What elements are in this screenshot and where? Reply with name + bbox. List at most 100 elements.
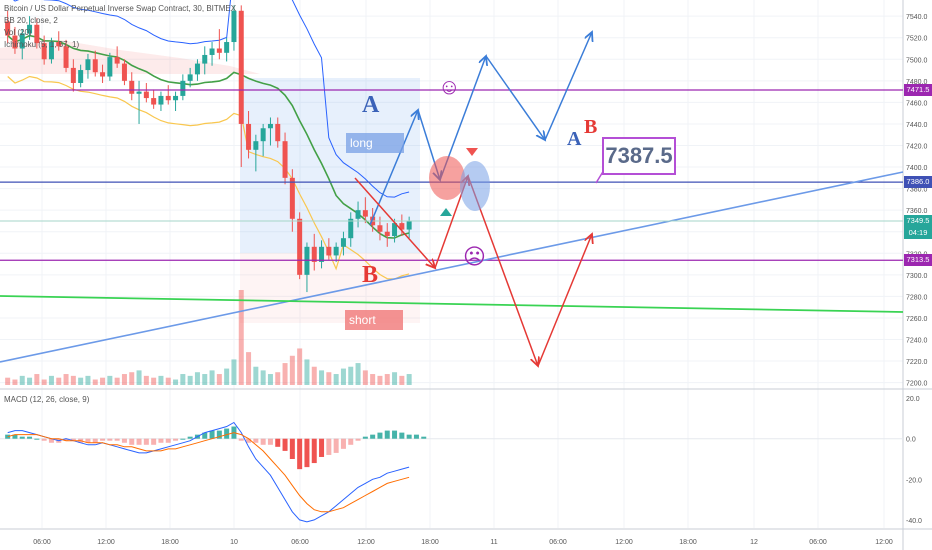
- macd-histogram-bar: [413, 434, 419, 439]
- macd-histogram-bar: [173, 438, 179, 441]
- macd-histogram-bar: [392, 430, 398, 439]
- volume-bar: [151, 377, 157, 385]
- long-label: long: [346, 133, 404, 153]
- macd-tick-label: 20.0: [906, 396, 920, 403]
- volume-bar: [355, 363, 361, 385]
- volume-bar: [282, 363, 288, 385]
- macd-histogram-bar: [121, 438, 127, 443]
- macd-histogram-bar: [158, 438, 164, 443]
- macd-histogram-bar: [319, 438, 325, 457]
- macd-histogram-bar: [107, 438, 113, 441]
- volume-bar: [304, 359, 310, 385]
- volume-bar: [231, 359, 237, 385]
- candle-body: [246, 123, 252, 150]
- volume-bar: [129, 372, 135, 385]
- volume-bar: [158, 375, 164, 385]
- macd-histogram-bar: [114, 438, 120, 441]
- candle-body: [5, 21, 11, 36]
- volume-bar: [370, 374, 376, 385]
- macd-histogram-bar: [216, 430, 222, 439]
- macd-histogram-bar: [377, 432, 383, 439]
- symbol-legend[interactable]: Bitcoin / US Dollar Perpetual Inverse Sw…: [4, 4, 237, 13]
- macd-tick-label: -40.0: [906, 518, 922, 525]
- bb-legend[interactable]: BB 20, close, 2: [4, 16, 58, 25]
- macd-histogram-bar: [209, 430, 215, 439]
- volume-bar: [107, 375, 113, 385]
- macd-histogram-bar: [129, 438, 135, 445]
- candle-body: [216, 48, 222, 53]
- macd-histogram-bar: [34, 438, 40, 440]
- candle-body: [158, 95, 164, 105]
- price-tick-label: 7540.0: [906, 14, 928, 21]
- macd-histogram-bar: [187, 436, 193, 439]
- arrow-red-3: [537, 234, 592, 367]
- macd-histogram-bar: [246, 438, 252, 443]
- macd-histogram-bar: [362, 436, 368, 439]
- volume-bar: [377, 375, 383, 385]
- volume-legend[interactable]: Vol (20): [4, 28, 32, 37]
- arrow-blue-2: [485, 55, 545, 140]
- price-tag: 7349.5: [904, 215, 932, 227]
- candle-body: [114, 57, 120, 64]
- candle-body: [377, 225, 383, 232]
- macd-histogram-bar: [202, 432, 208, 439]
- macd-histogram-bar: [151, 438, 157, 445]
- candle-body: [70, 67, 76, 83]
- macd-histogram-bar: [100, 438, 106, 441]
- volume-bar: [289, 355, 295, 385]
- volume-bar: [311, 366, 317, 385]
- macd-legend[interactable]: MACD (12, 26, close, 9): [4, 395, 90, 404]
- ichimoku-legend[interactable]: Ichimoku (5, 1, 57, 1): [4, 40, 80, 49]
- time-tick-label: 12: [750, 539, 758, 546]
- time-tick-label: 12:00: [875, 539, 893, 546]
- macd-histogram-bar: [304, 438, 310, 468]
- macd-histogram-bar: [143, 438, 149, 445]
- volume-bar: [143, 375, 149, 385]
- label-b-mid: B: [362, 262, 379, 288]
- time-tick-label: 06:00: [291, 539, 309, 546]
- candle-body: [392, 223, 398, 237]
- macd-tick-label: 0.0: [906, 437, 916, 444]
- volume-bar: [136, 370, 142, 385]
- volume-bar: [114, 377, 120, 385]
- candle-body: [27, 24, 33, 34]
- price-tick-label: 7520.0: [906, 36, 928, 43]
- volume-bar: [340, 368, 346, 385]
- macd-histogram-bar: [348, 438, 354, 445]
- macd-histogram-bar: [63, 438, 69, 441]
- candle-body: [107, 57, 113, 77]
- time-tick-label: 12:00: [357, 539, 375, 546]
- volume-bar: [19, 375, 25, 385]
- volume-bar: [260, 370, 266, 385]
- time-tick-label: 11: [490, 539, 497, 546]
- macd-histogram-bar: [260, 438, 266, 445]
- volume-bar: [267, 374, 273, 385]
- candle-body: [136, 91, 142, 94]
- volume-bar: [165, 377, 171, 385]
- time-axis[interactable]: 06:00 12:00 18:00 10 06:00 12:00 18:00 11 06:00 1…: [0, 528, 932, 546]
- volume-bars: [5, 290, 412, 385]
- sad-face-icon: ☹: [463, 244, 486, 269]
- macd-histogram-bar: [136, 438, 142, 445]
- trendline-blue: [0, 171, 904, 363]
- candle-body: [326, 246, 332, 256]
- macd-histogram-bar: [275, 438, 281, 447]
- volume-bar: [63, 374, 69, 385]
- volume-bar: [12, 379, 18, 385]
- volume-bar: [384, 374, 390, 385]
- price-tag: 7471.5: [904, 83, 932, 96]
- candle-body: [333, 246, 339, 256]
- volume-bar: [5, 377, 11, 385]
- macd-line: [7, 421, 410, 523]
- candle-body: [143, 91, 149, 99]
- volume-bar: [275, 372, 281, 385]
- candlesticks: [5, 5, 412, 293]
- price-tick-label: 7220.0: [906, 359, 928, 366]
- candle-body: [289, 177, 295, 219]
- price-tick-label: 7360.0: [906, 208, 928, 215]
- price-tick-label: 7380.0: [906, 187, 928, 194]
- candle-body: [85, 59, 91, 71]
- candle-body: [311, 246, 317, 262]
- volume-bar: [297, 348, 303, 385]
